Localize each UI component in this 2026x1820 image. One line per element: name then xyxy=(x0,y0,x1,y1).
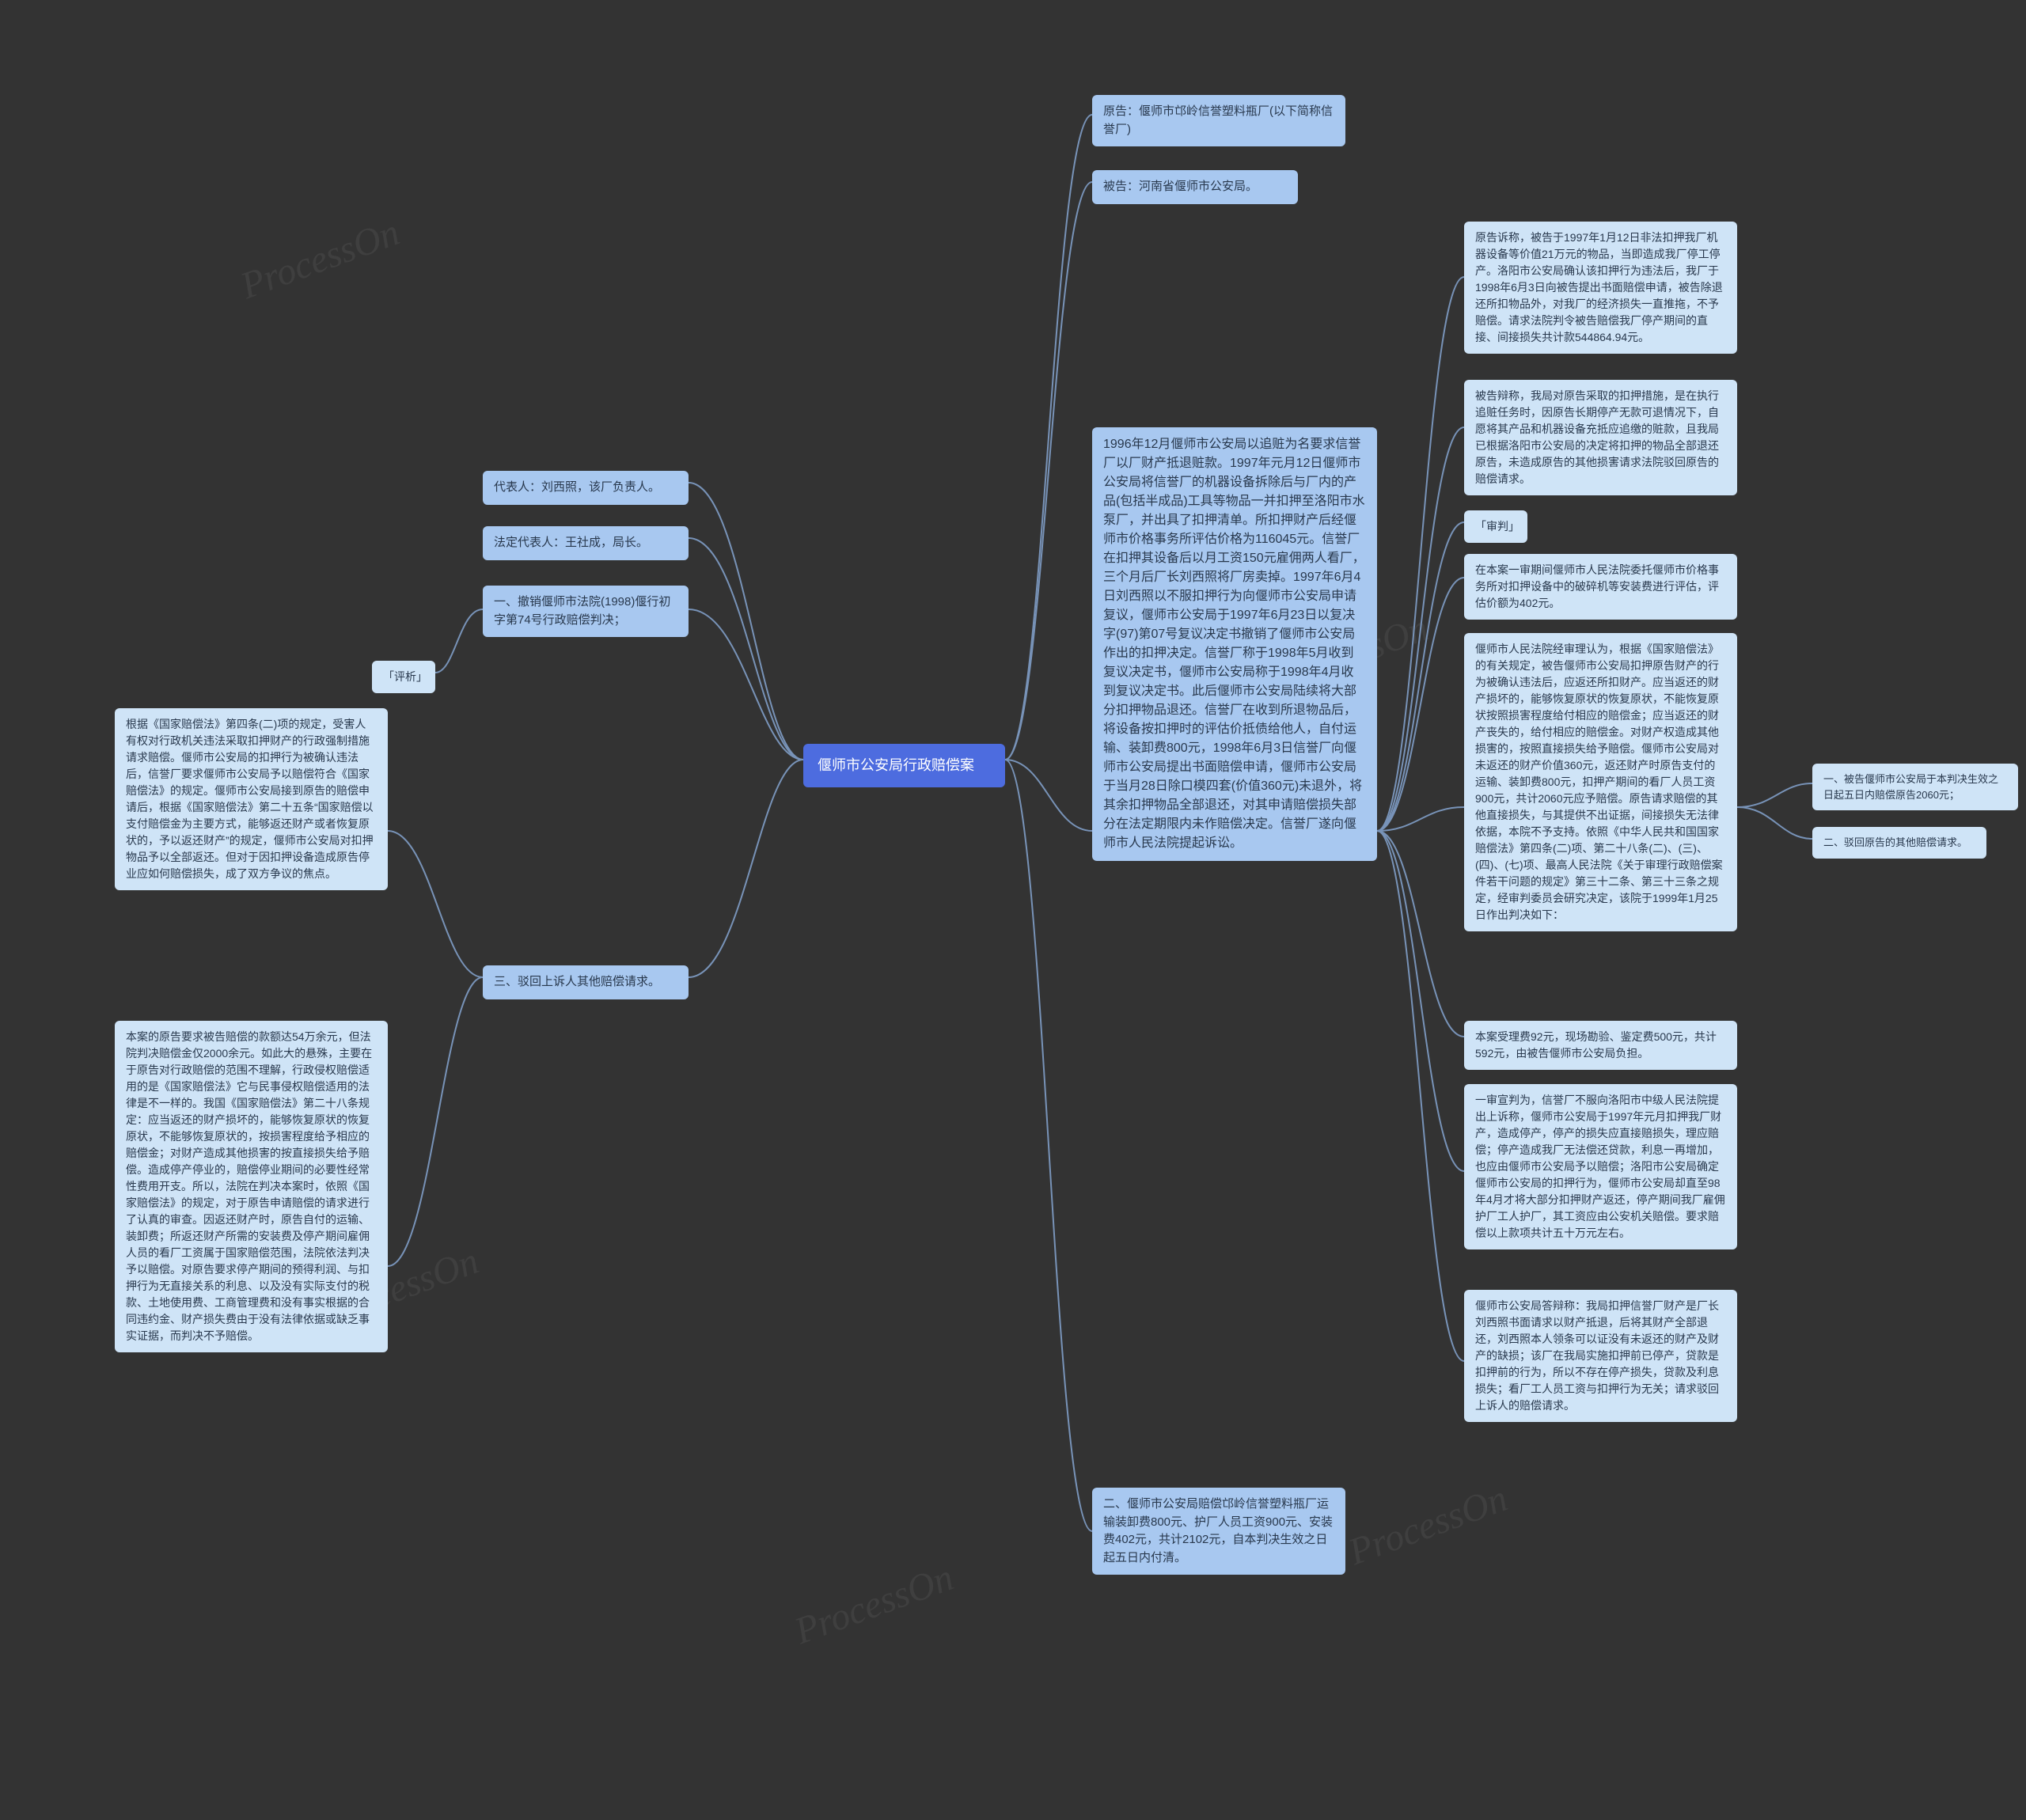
left-node-revoke[interactable]: 一、撤销偃师市法院(1998)偃行初字第74号行政赔偿判决； xyxy=(483,586,689,637)
ruling-item-2[interactable]: 二、驳回原告的其他赔偿请求。 xyxy=(1812,827,1986,859)
appeal[interactable]: 一审宣判为，信誉厂不服向洛阳市中级人民法院提出上诉称，偃师市公安局于1997年元… xyxy=(1464,1084,1737,1249)
defendant-claim[interactable]: 被告辩称，我局对原告采取的扣押措施，是在执行追赃任务时，因原告长期停产无款可退情… xyxy=(1464,380,1737,495)
root-node[interactable]: 偃师市公安局行政赔偿案 xyxy=(803,744,1005,787)
watermark: ProcessOn xyxy=(789,1556,959,1653)
left-node-dismiss[interactable]: 三、驳回上诉人其他赔偿请求。 xyxy=(483,965,689,999)
plaintiff-claim[interactable]: 原告诉称，被告于1997年1月12日非法扣押我厂机器设备等价值21万元的物品，当… xyxy=(1464,222,1737,354)
fees[interactable]: 本案受理费92元，现场勘验、鉴定费500元，共计592元，由被告偃师市公安局负担… xyxy=(1464,1021,1737,1070)
ruling-item-1[interactable]: 一、被告偃师市公安局于本判决生效之日起五日内赔偿原告2060元； xyxy=(1812,764,2018,810)
left-node-represent[interactable]: 代表人：刘西照，该厂负责人。 xyxy=(483,471,689,505)
appraisal[interactable]: 在本案一审期间偃师市人民法院委托偃师市价格事务所对扣押设备中的破碎机等安装费进行… xyxy=(1464,554,1737,620)
right-defendant[interactable]: 被告：河南省偃师市公安局。 xyxy=(1092,170,1298,204)
left-node-analysis-label[interactable]: 「评析」 xyxy=(372,661,435,693)
trial-label[interactable]: 「审判」 xyxy=(1464,510,1527,543)
watermark: ProcessOn xyxy=(1343,1477,1513,1574)
right-plaintiff[interactable]: 原告：偃师市邙岭信誉塑料瓶厂(以下简称信誉厂) xyxy=(1092,95,1345,146)
right-facts[interactable]: 1996年12月偃师市公安局以追赃为名要求信誉厂以厂财产抵退赃款。1997年元月… xyxy=(1092,427,1377,861)
left-node-legal-rep[interactable]: 法定代表人：王社成，局长。 xyxy=(483,526,689,560)
court-opinion[interactable]: 偃师市人民法院经审理认为，根据《国家赔偿法》的有关规定，被告偃师市公安局扣押原告… xyxy=(1464,633,1737,931)
left-analysis-2[interactable]: 本案的原告要求被告赔偿的款额达54万余元，但法院判决赔偿金仅2000余元。如此大… xyxy=(115,1021,388,1352)
defense-reply[interactable]: 偃师市公安局答辩称：我局扣押信誉厂财产是厂长刘西照书面请求以财产抵退，后将其财产… xyxy=(1464,1290,1737,1422)
right-ruling-2[interactable]: 二、偃师市公安局赔偿邙岭信誉塑料瓶厂运输装卸费800元、护厂人员工资900元、安… xyxy=(1092,1488,1345,1575)
watermark: ProcessOn xyxy=(235,210,405,308)
left-analysis-1[interactable]: 根据《国家赔偿法》第四条(二)项的规定，受害人有权对行政机关违法采取扣押财产的行… xyxy=(115,708,388,890)
